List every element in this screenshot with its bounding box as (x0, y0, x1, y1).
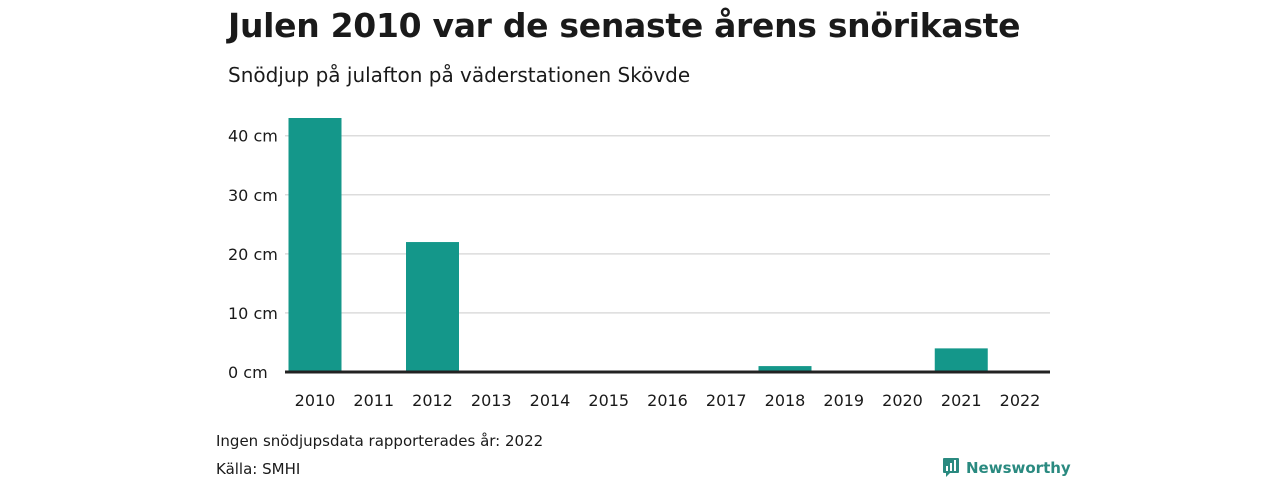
bar-2012 (406, 242, 459, 372)
x-tick-label: 2021 (941, 391, 982, 410)
x-tick-label: 2019 (823, 391, 864, 410)
newsworthy-logo: Newsworthy (942, 457, 1071, 479)
bar-2018 (758, 366, 812, 372)
x-tick-label: 2012 (412, 391, 453, 410)
y-tick-label: 10 cm (228, 304, 278, 323)
y-tick-label: 0 cm (228, 363, 268, 382)
x-tick-label: 2015 (588, 391, 629, 410)
y-tick-label: 30 cm (228, 186, 278, 205)
x-tick-label: 2010 (295, 391, 336, 410)
no-data-note: Ingen snödjupsdata rapporterades år: 202… (216, 432, 544, 450)
bar-chart-speech-bubble-icon (943, 458, 959, 477)
x-tick-label: 2020 (882, 391, 923, 410)
x-tick-label: 2016 (647, 391, 688, 410)
x-tick-labels: 2010 2011 2012 2013 2014 2015 2016 2017 2018 2019… (295, 391, 1041, 410)
y-tick-label: 40 cm (228, 127, 278, 146)
y-tick-label: 20 cm (228, 245, 278, 264)
x-tick-label: 2018 (765, 391, 806, 410)
x-tick-label: 2017 (706, 391, 747, 410)
x-tick-label: 2011 (353, 391, 394, 410)
gridlines (285, 134, 1050, 314)
bar-2010 (288, 118, 342, 372)
bars (288, 118, 988, 372)
brand-name: Newsworthy (966, 459, 1071, 477)
chart-title: Julen 2010 var de senaste årens snörikas… (228, 6, 1021, 45)
x-tick-label: 2022 (1000, 391, 1041, 410)
x-tick-label: 2013 (471, 391, 512, 410)
y-tick-labels: 0 cm 10 cm 20 cm 30 cm 40 cm (228, 127, 278, 382)
x-tick-label: 2014 (530, 391, 571, 410)
source-credit: Källa: SMHI (216, 460, 301, 478)
bar-2021 (934, 348, 988, 372)
chart-subtitle: Snödjup på julafton på väderstationen Sk… (228, 63, 691, 87)
